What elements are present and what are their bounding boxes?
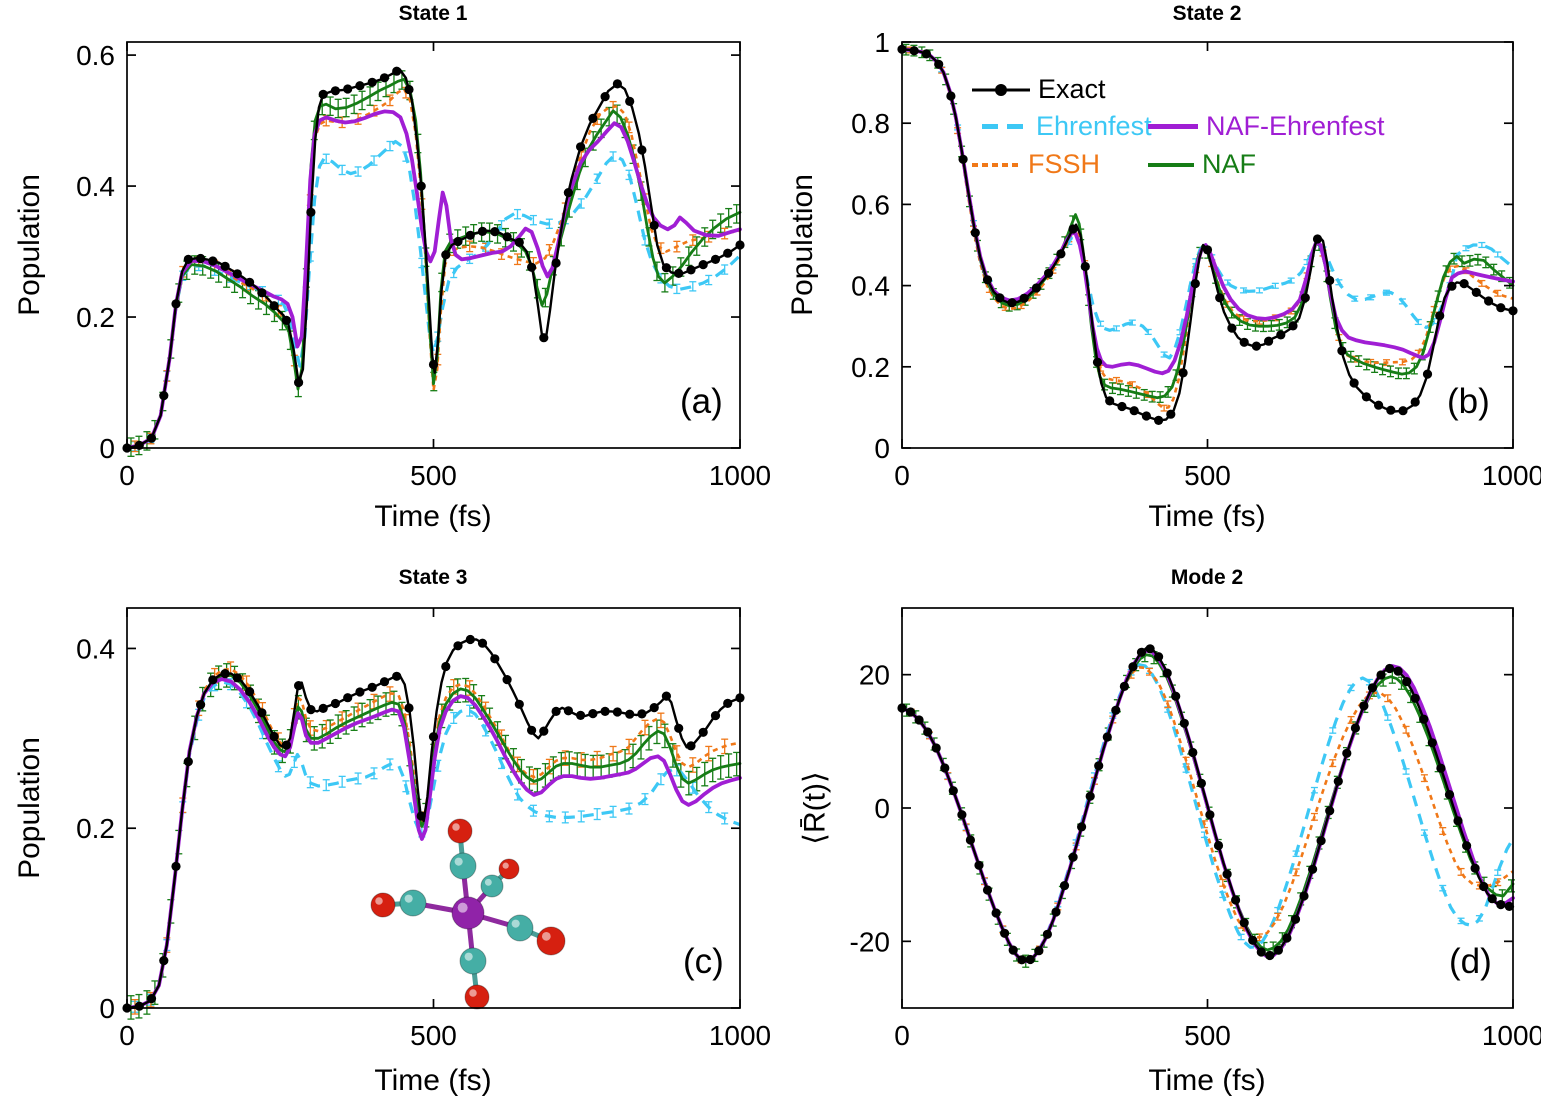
panel-a-letter: (a): [680, 382, 723, 421]
panel-c-ylabel: Population: [13, 737, 46, 879]
atom-C: [506, 914, 534, 942]
atom-O: [498, 858, 520, 880]
atom-C: [449, 852, 477, 880]
x-tick-label: 0: [894, 1020, 910, 1051]
y-tick-label: 0.4: [851, 271, 890, 302]
markers-exact: [122, 634, 745, 1013]
series-fssh: [126, 667, 741, 1010]
error-bars-NAF: [127, 663, 741, 1020]
atom-O: [464, 984, 490, 1010]
panel-b-ylabel: Population: [786, 174, 819, 316]
x-tick-label: 0: [894, 460, 910, 491]
error-bars-Ehrenfest: [906, 46, 1502, 358]
series-exact: [125, 638, 742, 1010]
atom-C: [459, 947, 487, 975]
series-naf: [900, 47, 1515, 400]
error-bars-Ehrenfest: [131, 678, 729, 1013]
y-tick-label: -20: [850, 926, 890, 957]
panel-b-letter: (b): [1447, 382, 1490, 421]
y-tick-label: 0: [874, 433, 890, 464]
panel-d-xlabel: Time (fs): [1148, 1064, 1266, 1097]
y-tick-label: 0.2: [76, 302, 115, 333]
series-naf-ehrenfest: [125, 677, 742, 1010]
x-tick-label: 1000: [709, 1020, 771, 1051]
error-bars-NAF: [902, 43, 1514, 403]
x-tick-label: 0: [119, 460, 135, 491]
atom-M: [451, 896, 485, 930]
y-tick-label: 0: [874, 793, 890, 824]
series-fssh: [126, 87, 741, 450]
panel-d-letter: (d): [1449, 942, 1492, 981]
y-tick-label: 0.8: [851, 108, 890, 139]
x-tick-label: 500: [410, 460, 457, 491]
series-fssh: [901, 666, 1514, 963]
panel-b-title: State 2: [1172, 2, 1242, 25]
y-tick-label: 0.4: [76, 633, 115, 664]
atom-O: [447, 818, 473, 844]
x-tick-label: 0: [119, 1020, 135, 1051]
x-tick-label: 500: [1184, 1020, 1231, 1051]
series-naf-ehrenfest: [125, 109, 742, 450]
panel-d-title: Mode 2: [1170, 566, 1244, 589]
markers-exact: [897, 644, 1514, 965]
panel-d-plot: 0 500 1000 -20 0 20: [850, 607, 1541, 1051]
markers-exact: [897, 44, 1518, 425]
panel-a-plot: 0 500 1000 0 0.2 0.4 0.6: [76, 40, 771, 491]
panel-b-plot: 0 500 1000 0 0.2 0.4 0.6 0.8 1: [851, 27, 1541, 491]
y-tick-label: 1: [874, 27, 890, 58]
panel-a-ylabel: Population: [13, 174, 46, 316]
x-tick-label: 500: [410, 1020, 457, 1051]
panel-c-plot: 0 500 1000 0 0.2 0.4: [76, 607, 771, 1051]
y-tick-label: 0: [99, 993, 115, 1024]
atom-O: [536, 926, 566, 956]
atom-C: [399, 889, 427, 917]
x-tick-label: 500: [1184, 460, 1231, 491]
series-ehrenfest: [126, 680, 741, 1010]
series-exact: [900, 48, 1515, 422]
atom-C: [480, 874, 504, 898]
atom-O: [370, 892, 396, 918]
panel-a-title: State 1: [398, 2, 468, 25]
y-tick-label: 0: [99, 433, 115, 464]
markers-exact: [122, 66, 745, 453]
y-tick-label: 20: [859, 660, 890, 691]
series-ehrenfest: [901, 47, 1515, 360]
panel-c-title: State 3: [398, 566, 468, 589]
error-bars-FSSH: [906, 46, 1502, 412]
panel-a-xlabel: Time (fs): [374, 500, 492, 533]
panel-c-xlabel: Time (fs): [374, 1064, 492, 1097]
y-tick-label: 0.2: [851, 352, 890, 383]
molecule-inset: [370, 818, 566, 1010]
x-tick-label: 1000: [709, 460, 771, 491]
y-tick-label: 0.6: [76, 40, 115, 71]
x-tick-label: 1000: [1482, 460, 1541, 491]
y-tick-label: 0.4: [76, 171, 115, 202]
y-tick-label: 0.6: [851, 189, 890, 220]
x-tick-label: 1000: [1482, 1020, 1541, 1051]
y-tick-label: 0.2: [76, 813, 115, 844]
panel-d-ylabel: ⟨R̄(t)⟩: [798, 771, 832, 845]
panel-c-letter: (c): [683, 942, 724, 981]
panel-b-xlabel: Time (fs): [1148, 500, 1266, 533]
